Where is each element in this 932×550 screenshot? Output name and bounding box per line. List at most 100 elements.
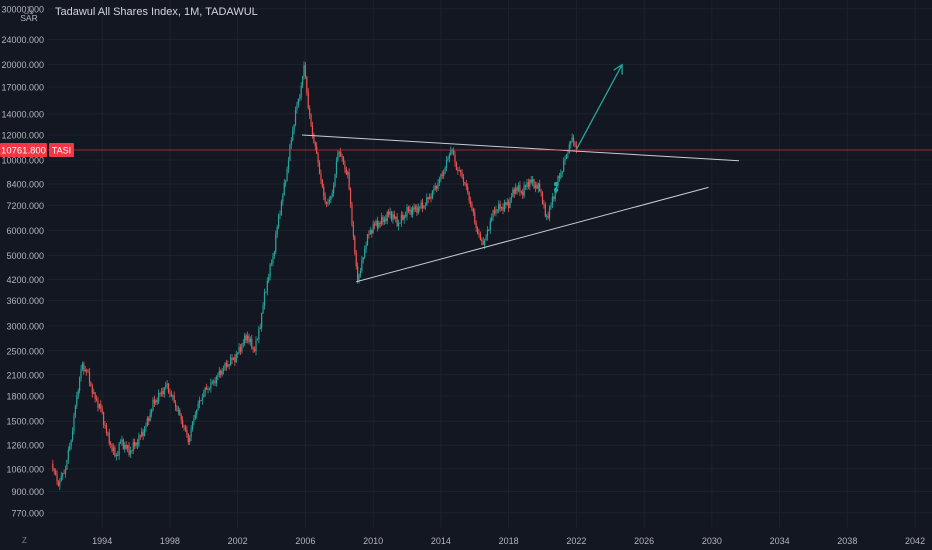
candle-body: [293, 124, 295, 131]
candle-body: [509, 198, 511, 209]
candle-body: [447, 158, 449, 161]
candle-body: [314, 143, 316, 147]
candle-body: [238, 346, 240, 353]
candle-body: [405, 215, 407, 217]
candle-body: [382, 216, 384, 223]
candle-body: [472, 208, 474, 213]
candle-body: [540, 191, 542, 193]
candle-body: [412, 207, 414, 215]
ticker-label: TASI: [52, 145, 71, 155]
scale-mode-label[interactable]: Z: [22, 536, 27, 545]
candle-body: [430, 196, 432, 199]
candle-body: [558, 176, 561, 178]
currency-badge[interactable]: ﷼ SAR: [18, 5, 40, 23]
last-price-label: 10761.800: [1, 145, 46, 156]
candle-body: [155, 400, 157, 404]
candle-body: [276, 227, 278, 235]
candle-body: [221, 370, 223, 375]
candle-body: [426, 197, 428, 206]
candle-body: [550, 204, 552, 208]
candle-body: [342, 157, 345, 165]
candle-body: [424, 205, 426, 207]
candle-body: [458, 170, 460, 171]
candle-body: [571, 137, 573, 142]
candle-body: [198, 400, 201, 404]
candle-body: [172, 395, 174, 397]
candle-body: [349, 188, 352, 205]
candle-body: [410, 209, 412, 215]
candle-body: [214, 381, 216, 384]
candle-body: [150, 410, 153, 414]
signal-marker: [553, 181, 559, 187]
candle-body: [355, 252, 357, 267]
candle-body: [285, 181, 287, 184]
candle-body: [385, 218, 387, 222]
candle-body: [143, 427, 146, 436]
candle-body: [159, 393, 161, 394]
candle-body: [341, 156, 343, 158]
candle-body: [125, 444, 127, 449]
candle-body: [520, 191, 522, 193]
candle-body: [467, 186, 469, 192]
candle-body: [272, 255, 274, 264]
candle-body: [110, 443, 112, 445]
candle-body: [105, 425, 108, 433]
candle-body: [543, 203, 545, 205]
candle-body: [90, 382, 92, 387]
candle-body: [512, 189, 514, 198]
candle-body: [452, 150, 455, 156]
trendline[interactable]: [356, 186, 709, 283]
candle-body: [184, 427, 187, 430]
x-tick-label: 1998: [160, 536, 180, 546]
candle-body: [134, 442, 136, 447]
candle-body: [275, 234, 277, 252]
candle-body: [179, 410, 181, 416]
candle-body: [506, 202, 508, 205]
candle-body: [132, 442, 134, 452]
candle-body: [392, 214, 394, 220]
candle-body: [489, 220, 491, 230]
candle-body: [345, 168, 347, 175]
candle-body: [539, 183, 541, 192]
candle-body: [141, 431, 143, 437]
candle-body: [292, 130, 294, 141]
candle-body: [289, 144, 291, 161]
candle-body: [448, 154, 450, 159]
candle-body: [395, 216, 397, 219]
candle-body: [560, 173, 562, 178]
candle-body: [189, 437, 191, 443]
candle-body: [283, 183, 285, 196]
candle-body: [231, 357, 233, 360]
trendline[interactable]: [301, 134, 739, 162]
candle-body: [204, 387, 206, 393]
y-tick-label: 3000.000: [6, 321, 44, 331]
candle-body: [245, 335, 247, 341]
candle-body: [438, 179, 441, 183]
candle-body: [400, 214, 402, 223]
candle-body: [225, 362, 227, 367]
candle-body: [313, 134, 315, 144]
projection-arrow-line[interactable]: [575, 64, 623, 150]
candle-body: [366, 234, 369, 245]
candle-body: [128, 445, 130, 455]
candle-body: [165, 385, 167, 388]
candle-body: [413, 207, 415, 210]
candle-body: [98, 403, 100, 408]
candle-body: [309, 107, 311, 116]
candle-body: [55, 471, 57, 475]
candle-body: [568, 144, 570, 154]
candle-body: [299, 97, 301, 99]
candle-body: [169, 392, 171, 394]
candle-body: [347, 172, 349, 175]
candle-body: [263, 292, 266, 306]
candle-body: [519, 185, 521, 193]
candle-body: [142, 431, 144, 436]
candle-body: [235, 354, 237, 362]
candle-body: [60, 475, 62, 482]
candle-body: [381, 216, 383, 224]
candle-body: [428, 196, 431, 200]
candle-body: [306, 76, 308, 93]
x-tick-label: 2018: [499, 536, 519, 546]
candle-body: [417, 207, 419, 213]
